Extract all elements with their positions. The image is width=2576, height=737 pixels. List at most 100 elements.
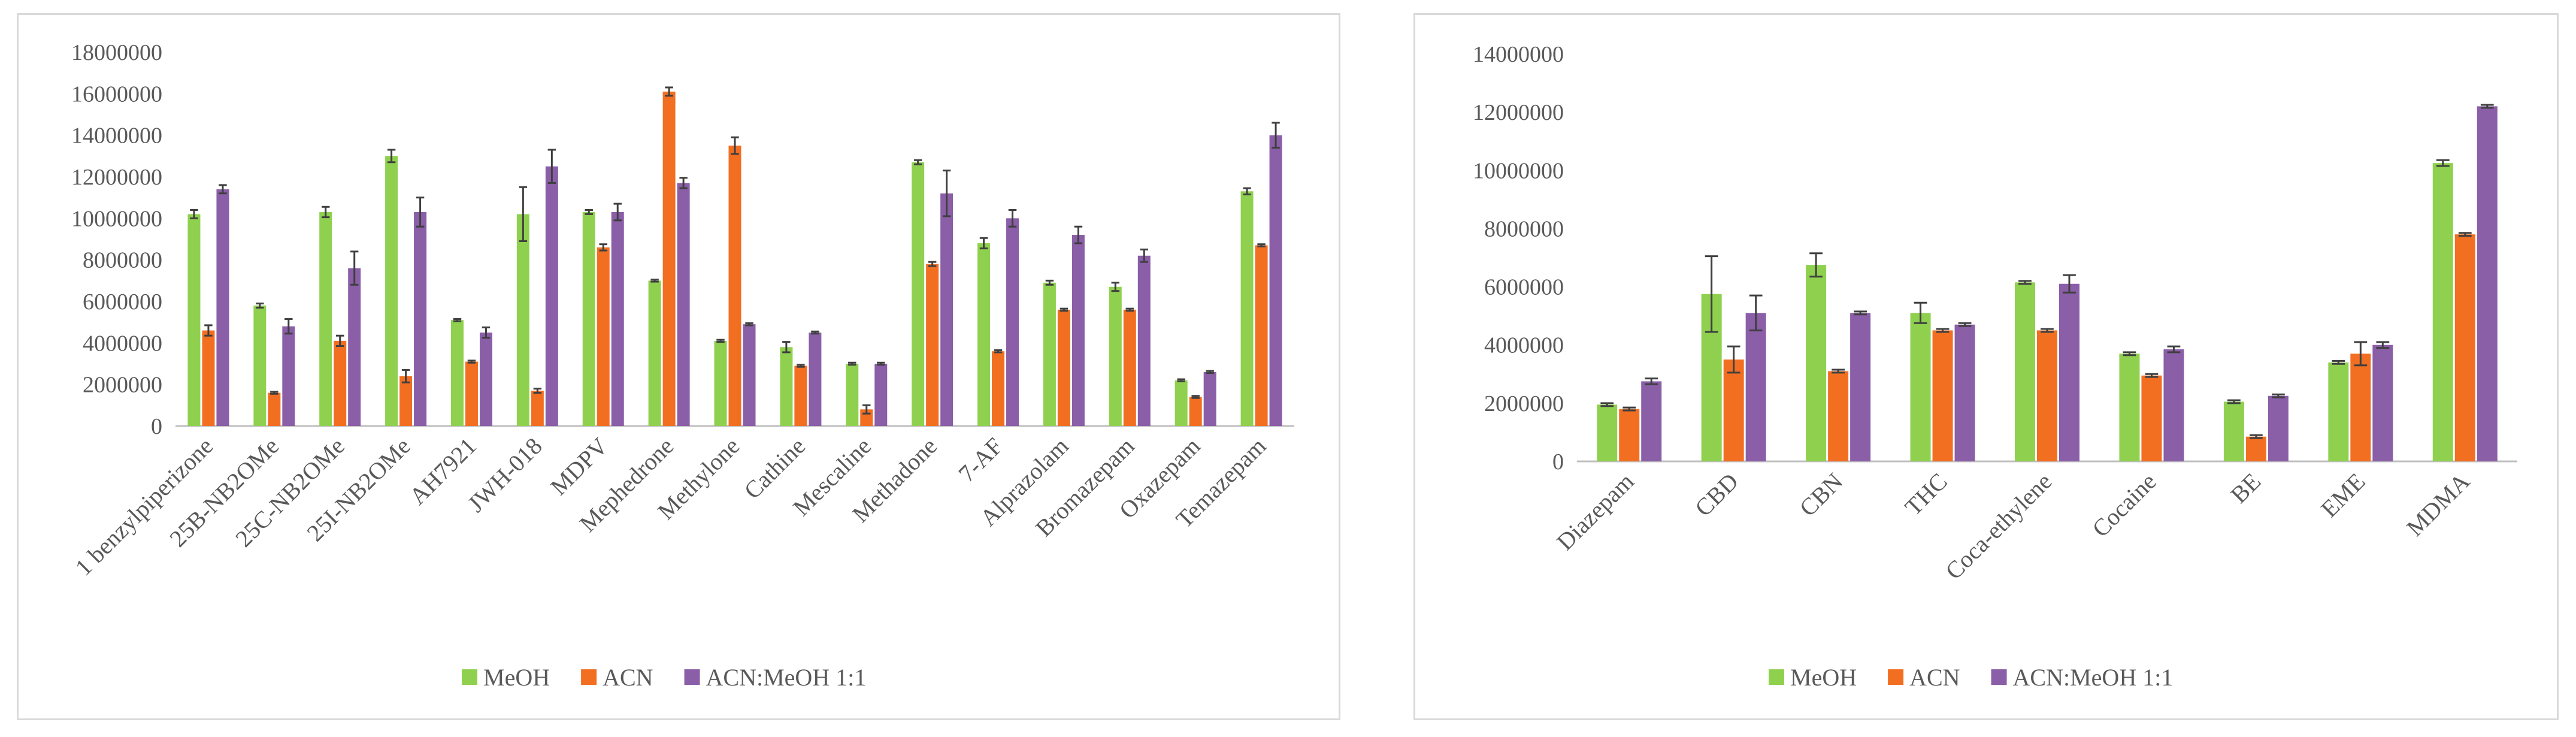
chart0-legend-swatch — [462, 669, 477, 685]
chart0-bar — [531, 391, 544, 426]
chart1-bar — [1932, 330, 1953, 461]
chart1-category-label: CBD — [1690, 468, 1743, 522]
chart0-bar — [253, 305, 267, 426]
chart0-legend-swatch — [684, 669, 700, 685]
chart0-y-tick-label: 14000000 — [71, 123, 162, 149]
chart1-bar — [1828, 371, 1849, 461]
chart0-bar — [1255, 245, 1268, 426]
chart0-bar — [385, 156, 398, 426]
chart1-y-tick-label: 14000000 — [1473, 42, 1564, 67]
chart0-bar — [545, 166, 558, 426]
chart1-bar — [1954, 324, 1975, 461]
chart0-y-tick-label: 10000000 — [71, 206, 162, 231]
chart0-bar — [926, 264, 939, 426]
chart1-y-tick-label: 12000000 — [1473, 100, 1564, 125]
chart1-legend-swatch — [1769, 669, 1784, 685]
chart0-bar — [1043, 282, 1056, 426]
chart1-bar — [2245, 436, 2266, 461]
chart0-bar — [414, 212, 427, 426]
chart0-category-label: 7-AF — [953, 433, 1008, 488]
chart1-legend-label: ACN — [1909, 664, 1960, 691]
chart-left-svg: 0 2000000 4000000 6000000 8000000 10000000 120… — [70, 40, 1294, 691]
chart0-legend-swatch — [581, 669, 597, 685]
chart1-bar — [2350, 354, 2371, 461]
chart1-bar — [2141, 375, 2162, 461]
chart0-y-tick-label: 2000000 — [83, 373, 162, 398]
chart0-legend-label: MeOH — [483, 664, 550, 691]
chart1-bar — [2268, 395, 2289, 461]
chart1-category-label: CBN — [1794, 468, 1848, 522]
chart0-bar — [1123, 309, 1136, 426]
chart-right-svg: 0 2000000 4000000 6000000 8000000 10000000 120… — [1473, 42, 2517, 691]
chart1-legend-label: MeOH — [1790, 664, 1857, 691]
chart1-category-label: Coca-ethylene — [1940, 468, 2057, 585]
chart1-bar — [2223, 401, 2244, 461]
chart0-bar — [992, 351, 1005, 426]
chart1-bar — [1910, 313, 1931, 461]
chart0-bar — [662, 91, 676, 426]
chart0-bar — [1057, 309, 1070, 426]
chart1-bar — [2059, 283, 2079, 461]
chart0-bar — [597, 247, 610, 426]
chart0-bar — [728, 146, 741, 426]
chart0-bar — [1071, 235, 1085, 426]
chart0-bar — [1109, 286, 1122, 426]
chart1-y-tick-label: 2000000 — [1484, 391, 1564, 416]
chart0-bar — [874, 364, 888, 426]
chart1-bar — [1745, 313, 1766, 461]
chart0-y-tick-label: 0 — [151, 414, 162, 439]
chart0-bar — [282, 326, 295, 426]
chart0-bar — [977, 243, 991, 426]
chart1-bar — [2477, 106, 2498, 461]
chart0-bar — [319, 212, 332, 426]
chart0-bar — [648, 280, 661, 426]
chart0-bar — [516, 214, 529, 426]
chart1-bar — [1723, 360, 1744, 461]
chart0-bar — [940, 193, 953, 426]
chart0-bar — [1189, 397, 1202, 426]
chart-panel-left: 0 2000000 4000000 6000000 8000000 10000000 120… — [17, 13, 1340, 720]
chart0-bar — [611, 212, 624, 426]
chart1-category-label: BE — [2225, 468, 2266, 509]
chart0-bar — [714, 340, 727, 426]
chart1-bar — [1619, 409, 1640, 461]
chart1-category-label: Cocaine — [2087, 468, 2161, 542]
chart0-bar — [1203, 371, 1216, 426]
chart0-bar — [1240, 191, 1254, 426]
chart1-category-label: THC — [1900, 468, 1953, 521]
chart1-y-tick-label: 8000000 — [1484, 216, 1564, 241]
chart1-bar — [1806, 265, 1827, 461]
chart0-bar — [334, 340, 347, 426]
chart0-bar — [1006, 218, 1019, 426]
chart0-bar — [846, 364, 859, 426]
chart0-bar — [794, 366, 807, 426]
chart1-category-label: Diazepam — [1551, 468, 1639, 555]
chart0-y-tick-label: 16000000 — [71, 81, 162, 107]
chart1-bar — [2163, 349, 2184, 461]
chart0-y-tick-label: 12000000 — [71, 165, 162, 190]
chart1-legend-label: ACN:MeOH 1:1 — [2013, 664, 2174, 691]
chart1-bar — [2432, 163, 2453, 461]
chart1-category-label: EME — [2315, 468, 2371, 523]
chart0-bar — [348, 268, 361, 426]
chart1-category-label: MDMA — [2401, 467, 2475, 541]
chart0-bar — [479, 333, 492, 426]
chart0-bar — [743, 324, 756, 426]
chart0-bar — [1175, 380, 1188, 426]
chart0-bar — [465, 361, 478, 426]
chart0-bar — [677, 183, 690, 426]
chart1-y-tick-label: 0 — [1552, 449, 1564, 475]
chart1-y-tick-label: 10000000 — [1473, 158, 1564, 183]
chart0-y-tick-label: 18000000 — [71, 40, 162, 65]
chart0-bar — [268, 392, 281, 426]
chart0-bar — [1137, 255, 1151, 426]
chart0-y-tick-label: 6000000 — [83, 289, 162, 315]
chart1-bar — [2328, 362, 2349, 461]
chart0-bar — [399, 376, 413, 426]
chart1-bar — [2015, 282, 2035, 461]
chart0-bar — [202, 330, 215, 426]
chart0-bar — [450, 320, 464, 426]
chart0-bar — [187, 214, 201, 426]
chart1-bar — [2454, 234, 2475, 461]
chart0-bar — [582, 212, 595, 426]
